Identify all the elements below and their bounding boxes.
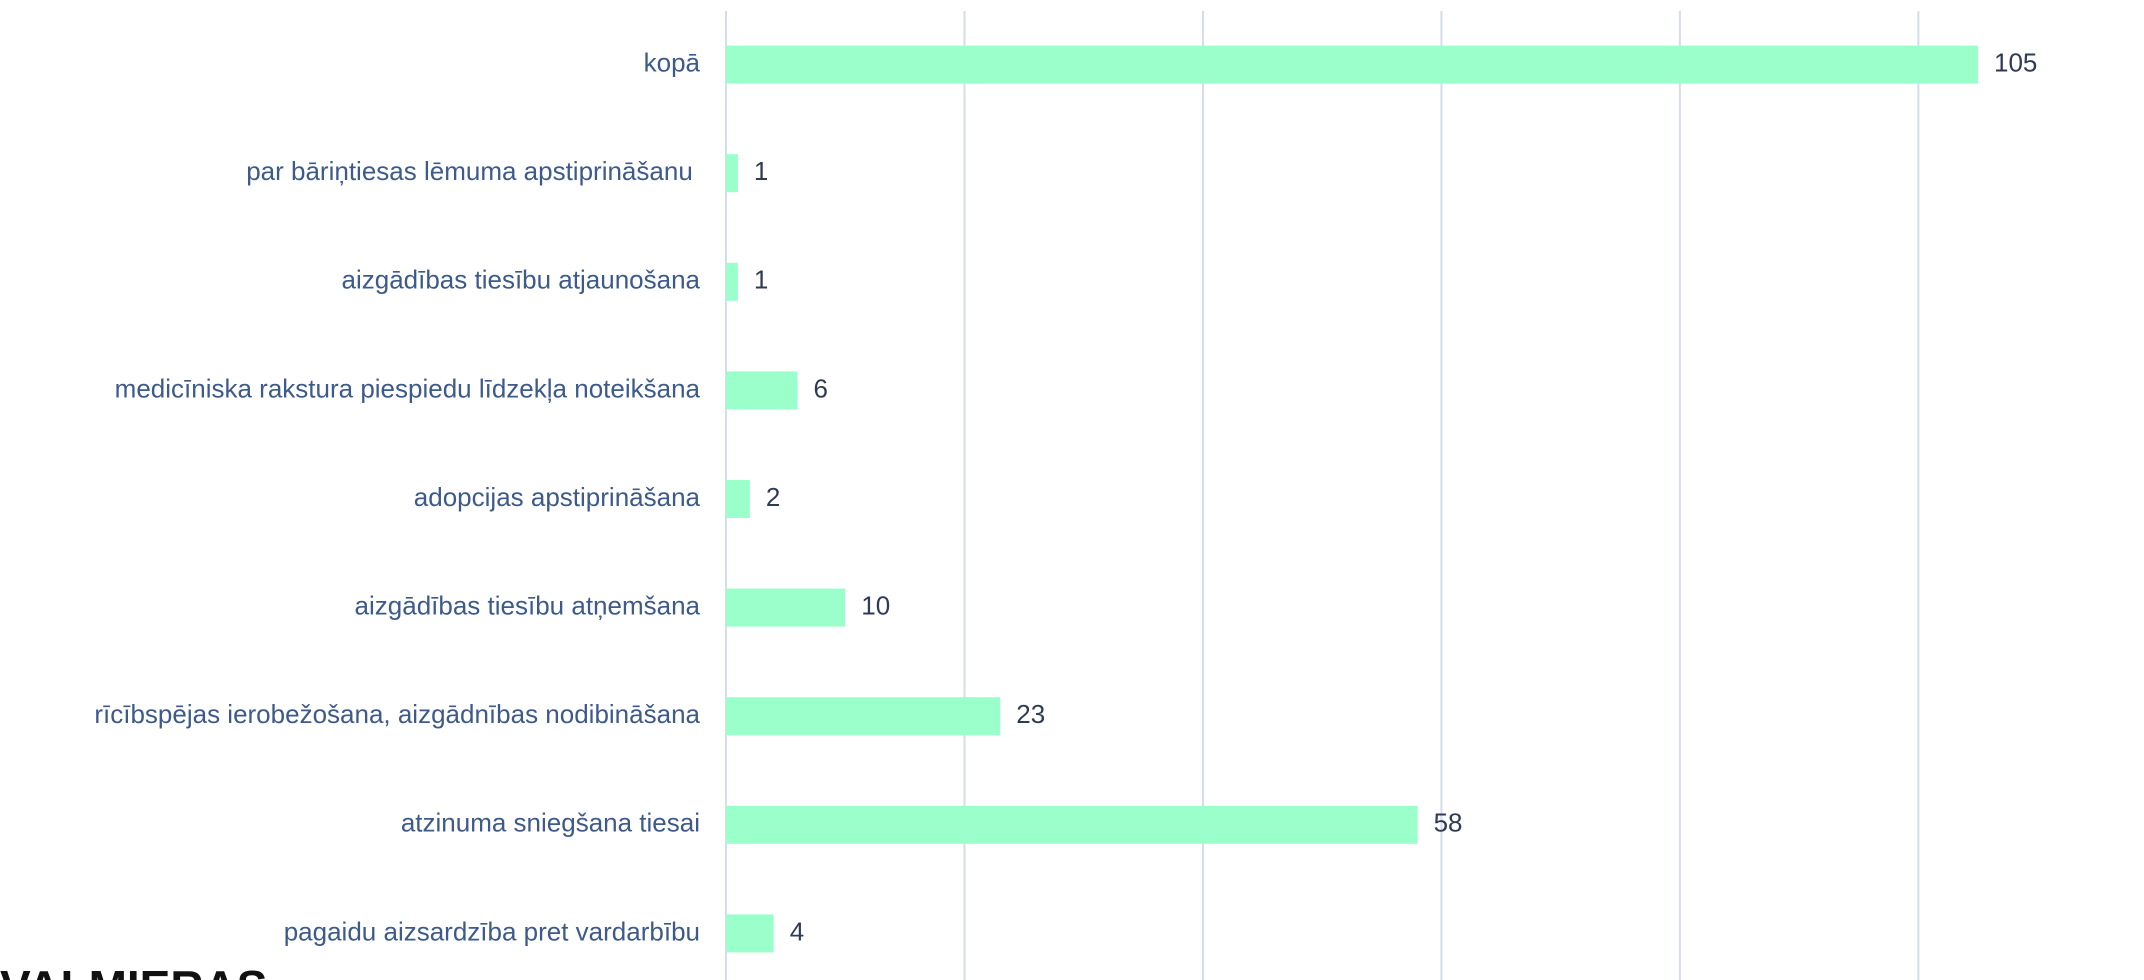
- bar: [726, 45, 1978, 84]
- category-label: rīcībspējas ierobežošana, aizgādnības no…: [94, 699, 700, 729]
- bar: [726, 262, 738, 301]
- value-label: 2: [766, 482, 780, 512]
- bar: [726, 805, 1418, 844]
- category-label: medicīniska rakstura piespiedu līdzekļa …: [115, 373, 701, 403]
- bar: [726, 154, 738, 193]
- value-label: 4: [790, 916, 804, 946]
- bar: [726, 697, 1001, 736]
- logo: VALMIERAS: [0, 961, 268, 980]
- value-label: 58: [1434, 808, 1463, 838]
- value-label: 1: [754, 156, 768, 186]
- category-label: kopā: [644, 47, 701, 77]
- value-label: 1: [754, 265, 768, 295]
- bar: [726, 371, 798, 410]
- category-label: atzinuma sniegšana tiesai: [401, 808, 700, 838]
- value-label: 23: [1016, 699, 1045, 729]
- value-label: 6: [814, 373, 828, 403]
- value-label: 10: [861, 590, 890, 620]
- category-label: aizgādības tiesību atjaunošana: [342, 265, 701, 295]
- category-label: adopcijas apstiprināšana: [414, 482, 701, 512]
- category-label: par bāriņtiesas lēmuma apstiprināšanu: [246, 156, 700, 186]
- bar: [726, 914, 774, 953]
- value-label: 105: [1994, 47, 2037, 77]
- bar: [726, 480, 750, 518]
- category-label: aizgādības tiesību atņemšana: [355, 590, 701, 620]
- bar: [726, 588, 846, 627]
- category-label: pagaidu aizsardzība pret vardarbību: [284, 916, 700, 946]
